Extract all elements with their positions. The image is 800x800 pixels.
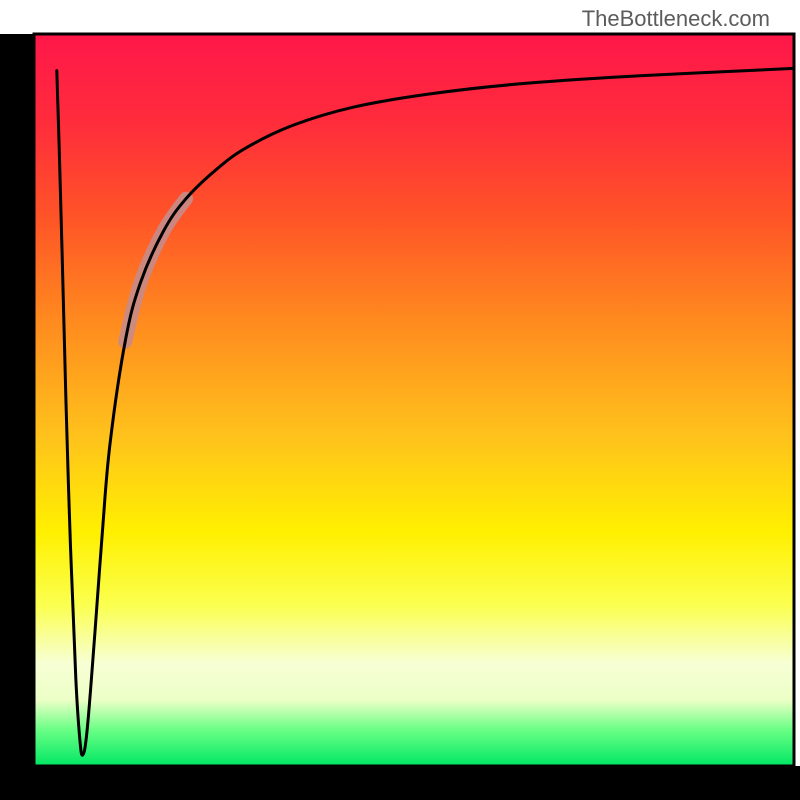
plot-background: [34, 34, 794, 766]
chart-svg: [0, 0, 800, 800]
bottleneck-chart: TheBottleneck.com: [0, 0, 800, 800]
bottom-black-band: [0, 766, 800, 800]
left-black-band: [0, 34, 34, 766]
attribution-label: TheBottleneck.com: [582, 6, 770, 32]
